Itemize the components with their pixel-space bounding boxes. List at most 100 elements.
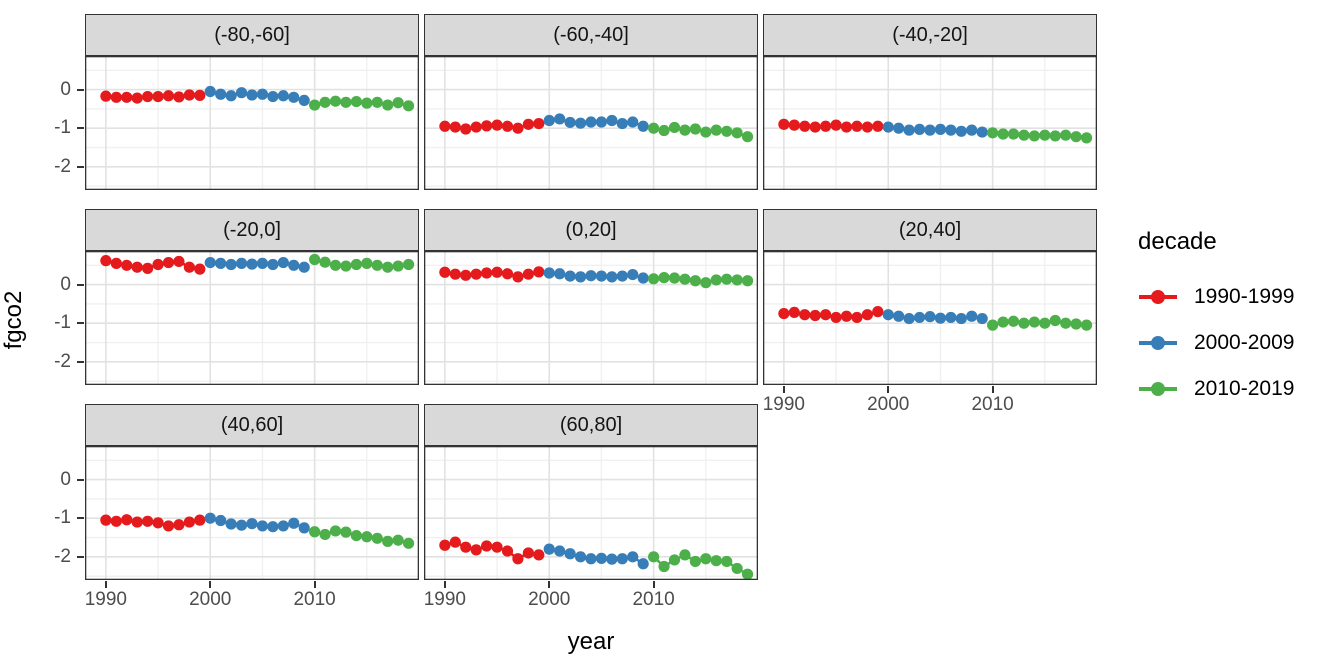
data-point bbox=[1039, 129, 1051, 141]
data-point bbox=[121, 91, 133, 103]
data-point bbox=[142, 262, 154, 274]
data-point bbox=[121, 514, 133, 526]
data-point bbox=[830, 119, 842, 131]
data-point bbox=[100, 514, 112, 526]
data-point bbox=[152, 517, 164, 529]
data-point bbox=[256, 88, 269, 100]
data-point bbox=[392, 534, 404, 546]
data-point bbox=[830, 311, 842, 324]
facet-panel bbox=[424, 446, 758, 580]
data-point bbox=[966, 310, 978, 322]
y-axis-tick bbox=[77, 555, 84, 558]
y-axis-tick-label: 0 bbox=[60, 273, 71, 295]
data-point bbox=[194, 514, 206, 526]
data-point bbox=[481, 540, 493, 552]
data-point bbox=[100, 255, 112, 267]
data-point bbox=[788, 119, 800, 131]
data-point bbox=[658, 560, 670, 573]
data-point bbox=[1080, 319, 1093, 331]
data-point bbox=[606, 114, 618, 127]
legend: decade 1990-1999 2000-2009 2010-2019 bbox=[1138, 228, 1294, 420]
data-point bbox=[1018, 129, 1030, 141]
x-axis-tick-label: 1990 bbox=[84, 589, 128, 610]
data-point bbox=[1060, 317, 1072, 329]
data-point bbox=[319, 96, 331, 108]
data-point bbox=[721, 273, 733, 285]
data-point bbox=[267, 521, 279, 533]
x-axis-tick bbox=[991, 386, 994, 393]
data-point bbox=[361, 257, 373, 269]
y-axis-tick-label: -1 bbox=[54, 507, 71, 529]
data-point bbox=[470, 544, 482, 556]
data-point bbox=[512, 271, 524, 283]
data-point bbox=[309, 253, 321, 266]
facet-strip-label: (-60,-40] bbox=[424, 14, 758, 56]
x-axis-tick-label: 1990 bbox=[423, 589, 467, 610]
facet-panel bbox=[763, 251, 1097, 385]
facet-panel bbox=[424, 251, 758, 385]
data-point bbox=[340, 260, 352, 272]
data-point bbox=[658, 124, 670, 137]
data-point bbox=[637, 120, 649, 132]
data-point bbox=[924, 311, 936, 323]
data-point bbox=[1018, 317, 1030, 329]
data-point bbox=[288, 259, 300, 271]
data-point bbox=[564, 270, 576, 282]
data-point bbox=[162, 520, 175, 532]
data-point bbox=[627, 116, 639, 128]
data-point bbox=[173, 519, 185, 531]
data-point bbox=[606, 271, 618, 283]
data-point bbox=[152, 90, 164, 103]
data-point bbox=[215, 88, 227, 100]
y-axis-tick bbox=[77, 127, 84, 130]
data-point bbox=[872, 120, 884, 132]
data-point bbox=[110, 91, 122, 103]
data-point bbox=[564, 116, 576, 129]
data-point bbox=[491, 119, 503, 131]
data-point bbox=[799, 309, 811, 321]
data-point bbox=[382, 261, 394, 273]
data-point bbox=[371, 532, 383, 544]
data-point bbox=[966, 124, 978, 136]
x-axis-tick-label: 2000 bbox=[189, 589, 232, 610]
data-point bbox=[731, 127, 743, 139]
data-point bbox=[340, 96, 352, 108]
data-point bbox=[595, 270, 608, 282]
data-point bbox=[554, 545, 566, 557]
data-point bbox=[893, 122, 905, 134]
y-axis-tick bbox=[77, 283, 84, 286]
data-point bbox=[731, 274, 743, 286]
x-axis-title: year bbox=[567, 628, 615, 655]
facet-strip-label: (-40,-20] bbox=[763, 14, 1097, 56]
data-point bbox=[512, 553, 524, 565]
data-point bbox=[329, 95, 342, 107]
data-point bbox=[840, 121, 853, 133]
legend-title: decade bbox=[1138, 228, 1217, 255]
y-axis-tick bbox=[77, 360, 84, 363]
data-point bbox=[439, 120, 451, 132]
data-point bbox=[976, 312, 988, 325]
data-point bbox=[329, 525, 342, 537]
data-point bbox=[131, 516, 143, 528]
data-point bbox=[402, 537, 415, 549]
data-point bbox=[204, 85, 216, 98]
y-axis-tick bbox=[77, 165, 84, 168]
data-point bbox=[402, 258, 415, 271]
data-point bbox=[194, 89, 206, 101]
x-axis-tick bbox=[104, 581, 107, 588]
data-point bbox=[246, 258, 258, 270]
data-point bbox=[689, 555, 701, 568]
data-point bbox=[543, 267, 555, 279]
data-point bbox=[1080, 132, 1093, 144]
data-point bbox=[668, 121, 681, 134]
data-point bbox=[955, 312, 967, 325]
data-point bbox=[298, 261, 310, 273]
x-axis-tick bbox=[548, 581, 551, 588]
facet-strip-label: (-20,0] bbox=[85, 209, 419, 251]
x-axis-tick bbox=[782, 386, 785, 393]
data-point bbox=[710, 124, 722, 136]
data-point bbox=[491, 541, 503, 553]
data-point bbox=[256, 520, 269, 532]
legend-entry: 2010-2019 bbox=[1138, 374, 1294, 404]
data-point bbox=[861, 121, 873, 133]
